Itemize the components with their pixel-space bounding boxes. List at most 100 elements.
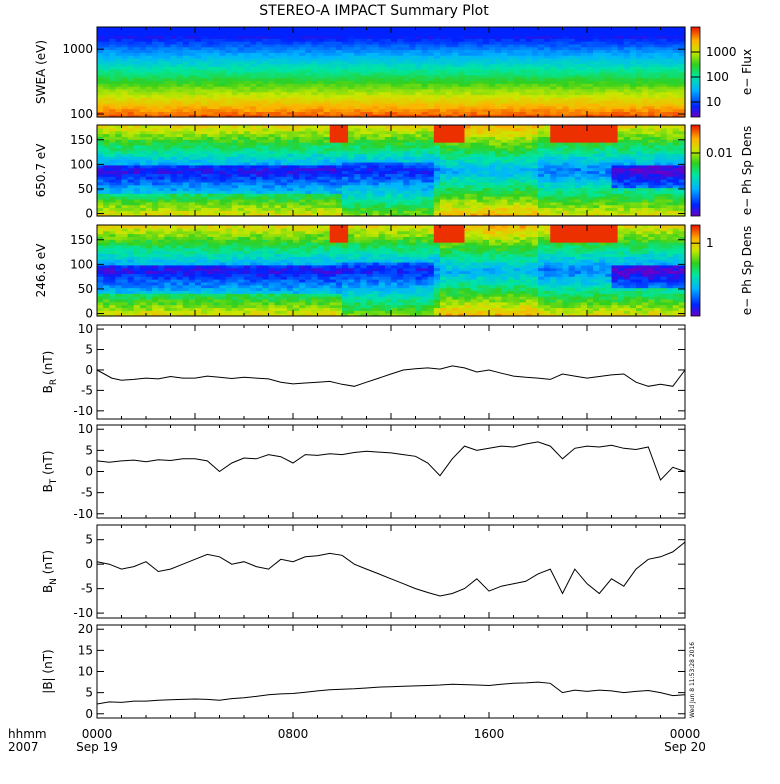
heatmap-cell xyxy=(324,27,331,30)
swea-cells xyxy=(97,27,686,118)
heatmap-cell xyxy=(318,125,325,128)
swea-colorbar xyxy=(691,27,700,117)
heatmap-cell xyxy=(97,27,104,30)
heatmap-cell xyxy=(446,27,453,30)
heatmap-cell xyxy=(452,27,459,30)
heatmap-cell xyxy=(477,27,484,30)
heatmap-cell xyxy=(244,125,251,128)
heatmap-cell xyxy=(416,27,423,30)
heatmap-cell xyxy=(465,27,472,30)
heatmap-cell xyxy=(152,27,159,30)
heatmap-cell xyxy=(367,27,374,30)
heatmap-cell xyxy=(342,125,349,128)
heatmap-cell xyxy=(538,27,545,30)
heatmap-cell xyxy=(379,27,386,30)
heatmap-cell xyxy=(348,27,355,30)
heatmap-cell xyxy=(250,125,257,128)
heatmap-cell xyxy=(281,125,288,128)
heatmap-cell xyxy=(109,125,116,128)
heatmap-cell xyxy=(103,125,110,128)
swea-ylabel: SWEA (eV) xyxy=(34,40,48,104)
heatmap-cell xyxy=(624,27,631,30)
heatmap-cell xyxy=(226,125,233,128)
heatmap-cell xyxy=(471,27,478,30)
heatmap-cell xyxy=(128,27,135,30)
heatmap-cell xyxy=(158,125,165,128)
heatmap-cell xyxy=(232,125,239,128)
heatmap-cell xyxy=(403,125,410,128)
heatmap-cell xyxy=(171,125,178,128)
swea-colorbar-label: e− Flux xyxy=(740,49,754,95)
heatmap-cell xyxy=(158,27,165,30)
heatmap-cell xyxy=(256,27,263,30)
heatmap-cell xyxy=(269,125,276,128)
heatmap-cell xyxy=(305,125,312,128)
heatmap-cell xyxy=(195,27,202,30)
heatmap-cell xyxy=(128,125,135,128)
heatmap-cell xyxy=(183,27,190,30)
heatmap-cell xyxy=(501,27,508,30)
heatmap-cell xyxy=(495,27,502,30)
heatmap-cell xyxy=(330,27,337,30)
heatmap-cell xyxy=(250,27,257,30)
heatmap-cell xyxy=(195,125,202,128)
heatmap-cell xyxy=(544,27,551,30)
heatmap-cell xyxy=(354,27,361,30)
heatmap-cell xyxy=(514,27,521,30)
heatmap-cell xyxy=(428,27,435,30)
heatmap-cell xyxy=(612,27,619,30)
heatmap-cell xyxy=(201,125,208,128)
heatmap-cell xyxy=(373,125,380,128)
heatmap-cell xyxy=(269,27,276,30)
heatmap-cell xyxy=(293,27,300,30)
heatmap-cell xyxy=(391,125,398,128)
heatmap-cell xyxy=(397,27,404,30)
heatmap-cell xyxy=(391,27,398,30)
heatmap-cell xyxy=(152,125,159,128)
heatmap-cell xyxy=(220,27,227,30)
heatmap-cell xyxy=(618,27,625,30)
heatmap-cell xyxy=(97,125,104,128)
y-tick-label: 1000 xyxy=(62,42,93,56)
heatmap-cell xyxy=(422,27,429,30)
heatmap-cell xyxy=(367,125,374,128)
heatmap-cell xyxy=(281,27,288,30)
heatmap-cell xyxy=(318,27,325,30)
heatmap-cell xyxy=(354,125,361,128)
heatmap-cell xyxy=(489,27,496,30)
colorbar-tick-label: 1000 xyxy=(706,45,737,59)
heatmap-cell xyxy=(661,27,668,30)
heatmap-cell xyxy=(593,27,600,30)
heatmap-cell xyxy=(122,27,129,30)
colorbar-tick-label: 100 xyxy=(706,70,729,84)
heatmap-cell xyxy=(416,125,423,128)
heatmap-cell xyxy=(550,27,557,30)
heatmap-cell xyxy=(299,27,306,30)
heatmap-cell xyxy=(648,27,655,30)
heatmap-cell xyxy=(599,27,606,30)
heatmap-cell xyxy=(220,125,227,128)
heatmap-cell xyxy=(109,27,116,30)
heatmap-cell xyxy=(520,27,527,30)
heatmap-cell xyxy=(244,27,251,30)
heatmap-cell xyxy=(183,125,190,128)
heatmap-cell xyxy=(642,27,649,30)
heatmap-cell xyxy=(207,125,214,128)
heatmap-cell xyxy=(440,125,447,128)
heatmap-cell xyxy=(146,27,153,30)
heatmap-cell xyxy=(575,27,582,30)
heatmap-cell xyxy=(122,125,129,128)
heatmap-cell xyxy=(171,27,178,30)
heatmap-cell xyxy=(379,125,386,128)
heatmap-cell xyxy=(103,27,110,30)
plot-title: STEREO-A IMPACT Summary Plot xyxy=(259,3,489,19)
heatmap-cell xyxy=(440,27,447,30)
heatmap-cell xyxy=(207,27,214,30)
colorbar-tick-label: 10 xyxy=(706,95,721,109)
heatmap-cell xyxy=(232,27,239,30)
heatmap-cell xyxy=(587,27,594,30)
heatmap-cell xyxy=(526,27,533,30)
